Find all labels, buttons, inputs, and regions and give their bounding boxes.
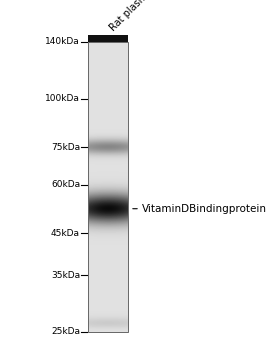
Text: 45kDa: 45kDa bbox=[51, 229, 80, 238]
Text: VitaminDBindingprotein: VitaminDBindingprotein bbox=[142, 204, 267, 214]
Text: Rat plasma: Rat plasma bbox=[108, 0, 154, 33]
Text: 60kDa: 60kDa bbox=[51, 180, 80, 189]
Bar bbox=[88, 42, 128, 332]
Bar bbox=[88, 35, 128, 42]
Text: 140kDa: 140kDa bbox=[45, 37, 80, 47]
Text: 35kDa: 35kDa bbox=[51, 271, 80, 280]
Text: 100kDa: 100kDa bbox=[45, 94, 80, 103]
Text: 75kDa: 75kDa bbox=[51, 142, 80, 152]
Text: 25kDa: 25kDa bbox=[51, 328, 80, 336]
